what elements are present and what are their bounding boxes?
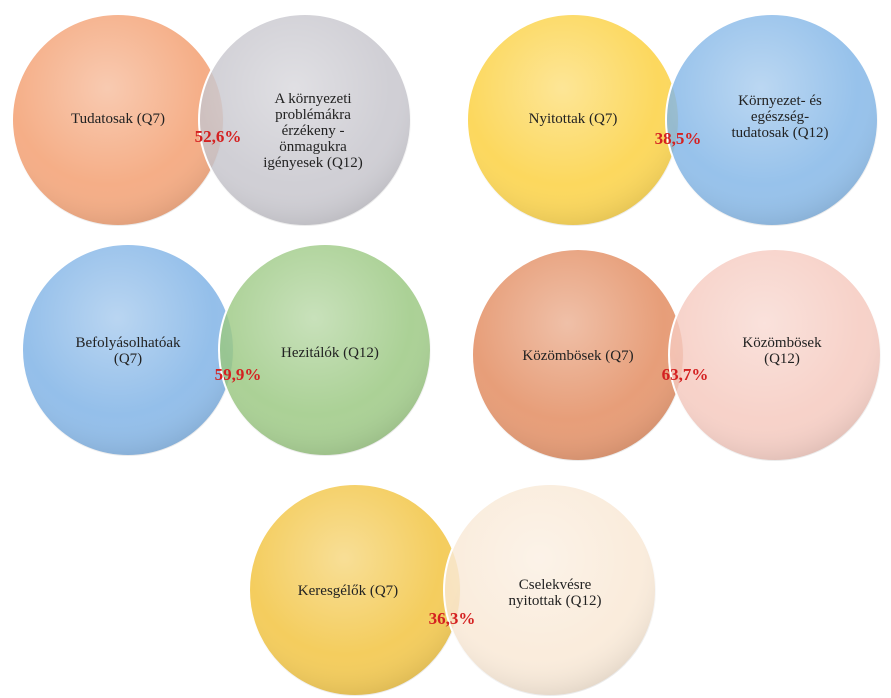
circle-label: Környezet- és egészség-tudatosak (Q12) [731,93,828,141]
circle-label: Keresgélők (Q7) [298,583,398,599]
left-circle-shine [472,249,684,461]
left-circle-shine [12,14,224,226]
right-circle-shine [219,244,431,456]
venn-pair: Tudatosak (Q7) A környezeti problémákra érz… [11,13,412,227]
label-line: Cselekvésre [519,577,592,593]
circle-label: Hezitálók (Q12) [281,345,379,361]
overlap-percent: 36,3% [429,609,476,628]
circle-label: Közömbösek (Q12) [742,335,822,367]
circle-label: Befolyásolhatóak (Q7) [76,335,181,367]
label-line: igényesek (Q12) [263,155,363,171]
overlap-percent: 63,7% [662,365,709,384]
circle-label: Tudatosak (Q7) [71,111,165,127]
venn-pair: Keresgélők (Q7) Cselekvésre nyitottak (Q12… [248,483,657,697]
circle-label: A környezeti problémákra érzékeny -önmaguk… [263,91,363,171]
label-line: Közömbösek (Q7) [522,348,633,364]
circle-label: Cselekvésre nyitottak (Q12) [509,577,602,609]
label-line: érzékeny - [282,123,345,139]
label-line: nyitottak (Q12) [509,593,602,609]
overlap-percent: 52,6% [195,127,242,146]
left-circle-shine [467,14,679,226]
label-line: problémákra [275,107,351,123]
right-circle-shine [444,484,656,696]
label-line: Hezitálók (Q12) [281,345,379,361]
label-line: A környezeti [274,91,351,107]
right-circle-shine [666,14,878,226]
venn-pair: Befolyásolhatóak (Q7) Hezitálók (Q12) 59,9% [21,243,432,457]
venn-pair: Közömbösek (Q7) Közömbösek (Q12) 63,7% [471,248,882,462]
circle-label: Nyitottak (Q7) [529,111,618,127]
circle-label: Közömbösek (Q7) [522,348,633,364]
label-line: egészség- [751,109,809,125]
label-line: Tudatosak (Q7) [71,111,165,127]
overlap-percent: 59,9% [215,365,262,384]
venn-pair: Nyitottak (Q7) Környezet- és egészség-tuda… [466,13,879,227]
label-line: önmagukra [279,139,347,155]
label-line: (Q12) [764,351,800,367]
left-circle-shine [22,244,234,456]
left-circle-shine [249,484,461,696]
label-line: Közömbösek [742,335,822,351]
overlap-percent: 38,5% [655,129,702,148]
label-line: Nyitottak (Q7) [529,111,618,127]
right-circle-shine [199,14,411,226]
label-line: tudatosak (Q12) [731,125,828,141]
right-circle-shine [669,249,881,461]
label-line: Befolyásolhatóak [76,335,181,351]
label-line: Környezet- és [738,93,822,109]
label-line: Keresgélők (Q7) [298,583,398,599]
label-line: (Q7) [114,351,142,367]
